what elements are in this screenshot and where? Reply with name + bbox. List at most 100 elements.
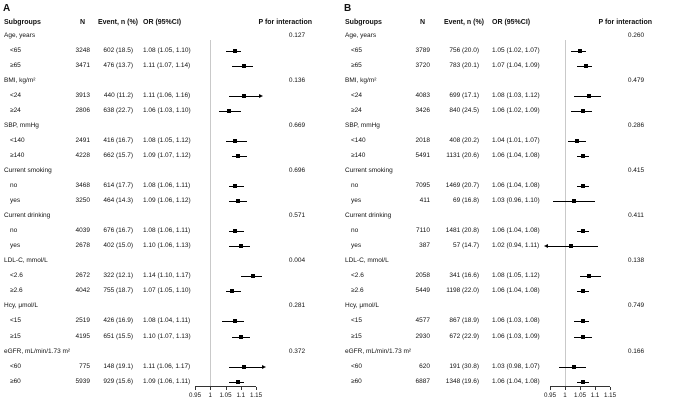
- x-axis-tick: [610, 387, 611, 390]
- or-point-square: [232, 138, 237, 143]
- row-event: 416 (16.7): [103, 136, 133, 144]
- or-point-square: [232, 229, 237, 234]
- group-p-value: 0.749: [627, 302, 645, 310]
- column-header-event: Event, n (%): [97, 19, 138, 26]
- or-point-square: [572, 199, 576, 204]
- row-n: 3913: [75, 91, 90, 99]
- group-p-value: 0.669: [288, 121, 306, 129]
- row-or-ci: 1.08 (1.04, 1.11): [143, 317, 191, 325]
- row-or-ci: 1.03 (0.98, 1.07): [492, 362, 540, 370]
- row-label: <140: [10, 136, 25, 144]
- group-label: SBP, mmHg: [4, 121, 39, 129]
- row-n: 7110: [416, 227, 430, 235]
- or-point-square: [232, 184, 237, 188]
- row-n: 2491: [75, 136, 90, 144]
- row-label: ≥15: [351, 332, 362, 340]
- row-event: 464 (14.3): [103, 197, 133, 205]
- or-point-square: [581, 184, 585, 188]
- row-n: 4042: [75, 287, 90, 295]
- row-event: 755 (18.7): [103, 287, 133, 295]
- row-event: 191 (30.8): [449, 362, 479, 370]
- column-header-p-interaction: P for interaction: [598, 19, 652, 26]
- row-or-ci: 1.05 (1.02, 1.07): [492, 46, 540, 54]
- or-point-square: [229, 289, 234, 294]
- or-point-square: [581, 289, 585, 294]
- row-label: ≥2.6: [10, 287, 23, 295]
- row-or-ci: 1.09 (1.06, 1.12): [143, 197, 191, 205]
- panel-label: A: [3, 3, 11, 14]
- or-point-square: [250, 274, 255, 279]
- row-event: 57 (14.7): [452, 242, 479, 250]
- row-or-ci: 1.08 (1.03, 1.12): [492, 91, 540, 99]
- row-n: 6887: [415, 377, 430, 385]
- or-point-square: [235, 379, 240, 384]
- row-event: 602 (18.5): [103, 46, 133, 54]
- row-label: yes: [10, 197, 21, 205]
- or-point-square: [241, 364, 246, 369]
- row-or-ci: 1.11 (1.07, 1.14): [143, 61, 191, 69]
- row-event: 783 (20.1): [449, 61, 479, 69]
- row-label: ≥60: [10, 377, 21, 385]
- row-or-ci: 1.08 (1.06, 1.11): [143, 182, 191, 189]
- row-or-ci: 1.03 (0.96, 1.10): [492, 197, 540, 205]
- reference-line: [564, 40, 566, 386]
- row-label: <140: [351, 136, 366, 144]
- or-point-square: [235, 199, 240, 204]
- or-point-square: [241, 63, 246, 68]
- row-n: 3248: [75, 46, 90, 54]
- row-or-ci: 1.10 (1.07, 1.13): [143, 332, 191, 340]
- group-label: Current smoking: [4, 166, 52, 174]
- row-or-ci: 1.08 (1.05, 1.10): [143, 46, 191, 54]
- row-label: <60: [351, 362, 363, 370]
- row-n: 3250: [75, 197, 90, 205]
- row-label: yes: [10, 242, 21, 250]
- row-event: 440 (11.2): [103, 91, 133, 99]
- group-p-value: 0.166: [627, 347, 645, 355]
- panel-b: B Subgroups N Event, n (%) OR (95%CI) P for i…: [340, 0, 675, 407]
- row-label: <15: [10, 317, 22, 325]
- row-event: 840 (24.5): [449, 106, 479, 114]
- row-or-ci: 1.07 (1.04, 1.09): [492, 61, 540, 69]
- reference-line: [209, 40, 211, 386]
- row-n: 2519: [75, 317, 90, 325]
- row-label: ≥24: [10, 106, 21, 114]
- group-p-value: 0.286: [627, 121, 645, 129]
- row-n: 5449: [415, 287, 430, 295]
- or-point-square: [232, 48, 237, 53]
- or-point-square: [581, 379, 585, 384]
- row-event: 1469 (20.7): [445, 182, 479, 189]
- row-label: ≥15: [10, 332, 21, 340]
- column-header-subgroups: Subgroups: [4, 19, 41, 26]
- row-or-ci: 1.11 (1.06, 1.16): [143, 91, 191, 99]
- row-n: 2018: [415, 136, 430, 144]
- or-point-square: [572, 364, 576, 369]
- group-label: LDL-C, mmol/L: [4, 257, 48, 265]
- group-p-value: 0.004: [288, 257, 306, 265]
- row-event: 426 (16.9): [103, 317, 133, 325]
- ci-clip-arrow-right: [261, 364, 266, 369]
- row-n: 2678: [75, 242, 90, 250]
- x-axis-line: [195, 386, 256, 387]
- or-point-square: [581, 229, 585, 234]
- row-n: 2058: [415, 272, 430, 280]
- x-axis-tick-label: 1: [563, 392, 567, 399]
- x-axis-tick-label: 1: [208, 392, 212, 399]
- row-or-ci: 1.09 (1.07, 1.12): [143, 151, 191, 159]
- or-point-square: [226, 108, 231, 113]
- group-p-value: 0.138: [627, 257, 645, 265]
- row-label: ≥2.6: [351, 287, 364, 295]
- row-n: 5491: [415, 151, 430, 159]
- or-point-square: [581, 108, 585, 113]
- row-label: ≥140: [10, 151, 25, 159]
- x-axis-tick: [240, 387, 242, 390]
- ci-clip-arrow-right: [258, 93, 263, 98]
- row-n: 4039: [75, 227, 90, 235]
- group-p-value: 0.415: [627, 166, 645, 174]
- row-or-ci: 1.06 (1.03, 1.09): [492, 332, 540, 340]
- row-label: <2.6: [10, 272, 23, 280]
- group-p-value: 0.571: [288, 212, 306, 220]
- row-n: 4083: [415, 91, 430, 99]
- row-or-ci: 1.08 (1.05, 1.12): [492, 272, 540, 280]
- row-n: 5939: [75, 377, 90, 385]
